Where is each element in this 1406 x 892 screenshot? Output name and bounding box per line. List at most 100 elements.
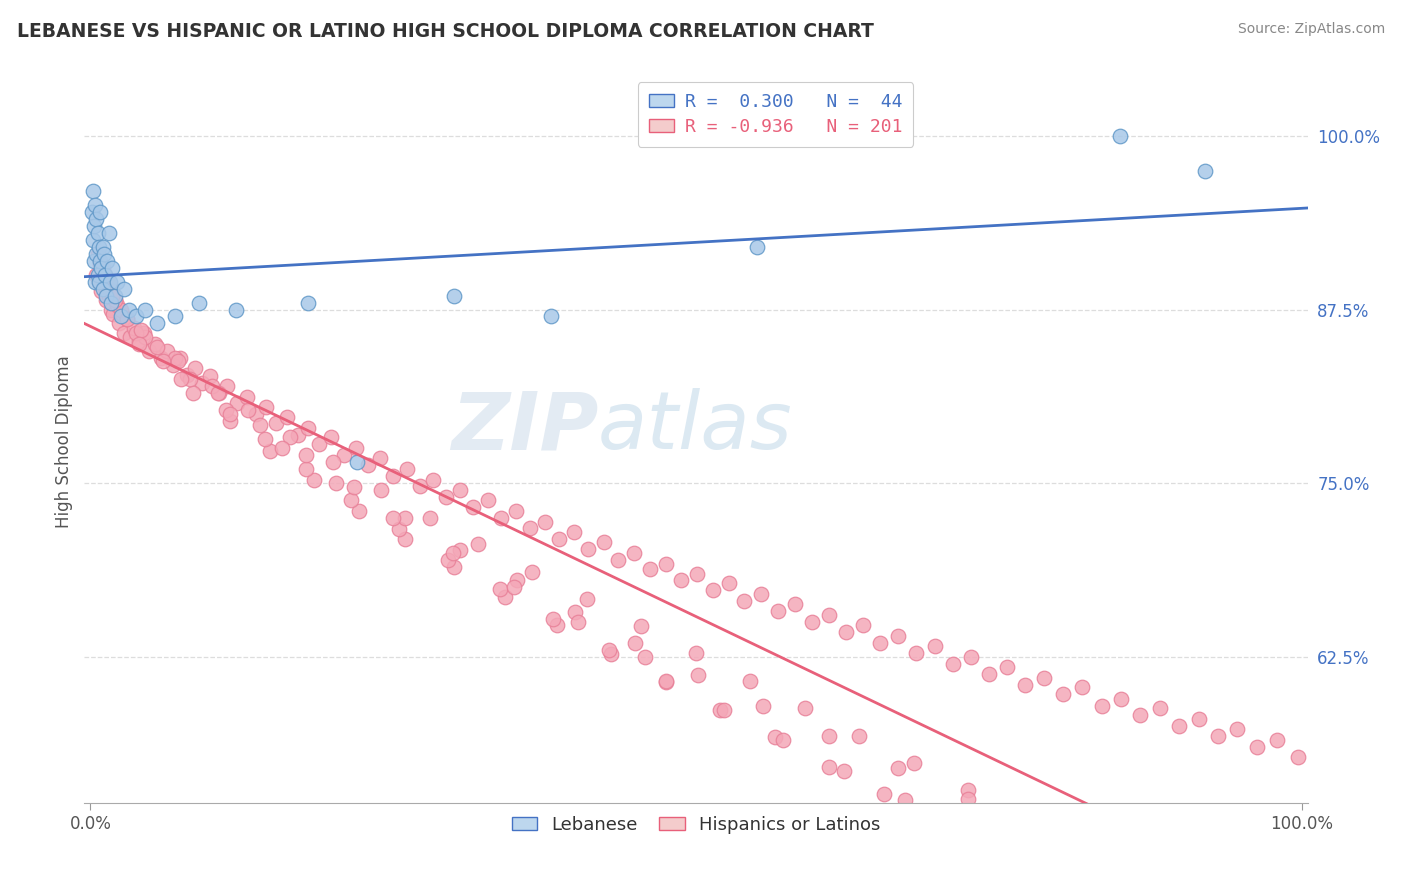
Point [100, 295, 122, 310]
Point [541, 612, 564, 626]
Point [98, 277, 121, 292]
Point [96, 288, 118, 302]
Point [957, 791, 980, 805]
Point [709, 703, 731, 717]
Point [489, 511, 512, 525]
Point [149, 351, 172, 366]
Point [382, 469, 405, 483]
Text: LEBANESE VS HISPANIC OR LATINO HIGH SCHOOL DIPLOMA CORRELATION CHART: LEBANESE VS HISPANIC OR LATINO HIGH SCHO… [17, 22, 873, 41]
Point [1036, 872, 1059, 887]
Point [122, 320, 145, 334]
Point [1265, 733, 1288, 747]
Point [1286, 750, 1309, 764]
Point [276, 409, 298, 424]
Point [394, 511, 416, 525]
Point [97, 226, 120, 240]
Point [134, 302, 156, 317]
Point [1052, 688, 1074, 702]
Point [94, 268, 117, 282]
Point [1109, 691, 1132, 706]
Point [1187, 713, 1209, 727]
Point [90, 260, 112, 275]
Point [162, 358, 184, 372]
Point [200, 379, 222, 393]
Point [869, 636, 891, 650]
Point [1066, 838, 1088, 852]
Point [801, 615, 824, 630]
Point [1071, 681, 1094, 695]
Point [494, 590, 516, 604]
Point [436, 552, 458, 566]
Point [105, 275, 128, 289]
Point [264, 417, 287, 431]
Point [152, 354, 174, 368]
Point [166, 354, 188, 368]
Point [156, 344, 179, 359]
Point [818, 760, 841, 774]
Point [112, 326, 135, 341]
Point [981, 845, 1004, 859]
Point [449, 483, 471, 498]
Point [129, 323, 152, 337]
Text: atlas: atlas [598, 388, 793, 467]
Point [818, 608, 841, 623]
Point [903, 756, 925, 770]
Point [576, 541, 599, 556]
Point [505, 504, 527, 518]
Point [82, 233, 104, 247]
Point [101, 260, 124, 275]
Point [91, 260, 114, 275]
Point [215, 402, 238, 417]
Point [278, 430, 301, 444]
Point [188, 295, 211, 310]
Point [506, 574, 529, 588]
Point [83, 219, 105, 234]
Point [370, 483, 392, 498]
Point [422, 474, 444, 488]
Point [654, 674, 676, 689]
Point [91, 240, 114, 254]
Point [89, 254, 111, 268]
Point [165, 310, 187, 324]
Point [443, 288, 465, 302]
Point [93, 279, 115, 293]
Point [409, 479, 432, 493]
Point [449, 543, 471, 558]
Point [794, 701, 817, 715]
Point [94, 279, 117, 293]
Point [1087, 885, 1109, 892]
Point [1129, 708, 1152, 723]
Point [218, 407, 240, 421]
Point [90, 285, 112, 299]
Point [101, 288, 124, 302]
Point [218, 414, 240, 428]
Point [848, 729, 870, 743]
Point [1206, 729, 1229, 743]
Point [733, 594, 755, 608]
Point [91, 275, 114, 289]
Point [183, 360, 205, 375]
Point [1032, 671, 1054, 685]
Point [179, 372, 201, 386]
Point [562, 524, 585, 539]
Point [235, 390, 257, 404]
Point [382, 511, 405, 525]
Point [1091, 698, 1114, 713]
Point [89, 257, 111, 271]
Point [104, 293, 127, 307]
Point [143, 337, 166, 351]
Point [82, 185, 104, 199]
Point [522, 565, 544, 579]
Point [564, 606, 586, 620]
Point [540, 310, 562, 324]
Point [346, 455, 368, 469]
Point [634, 649, 657, 664]
Legend: Lebanese, Hispanics or Latinos: Lebanese, Hispanics or Latinos [505, 808, 887, 841]
Text: Source: ZipAtlas.com: Source: ZipAtlas.com [1237, 22, 1385, 37]
Point [740, 673, 762, 688]
Point [111, 307, 134, 321]
Point [624, 636, 647, 650]
Point [1168, 719, 1191, 733]
Point [763, 731, 786, 745]
Point [98, 275, 121, 289]
